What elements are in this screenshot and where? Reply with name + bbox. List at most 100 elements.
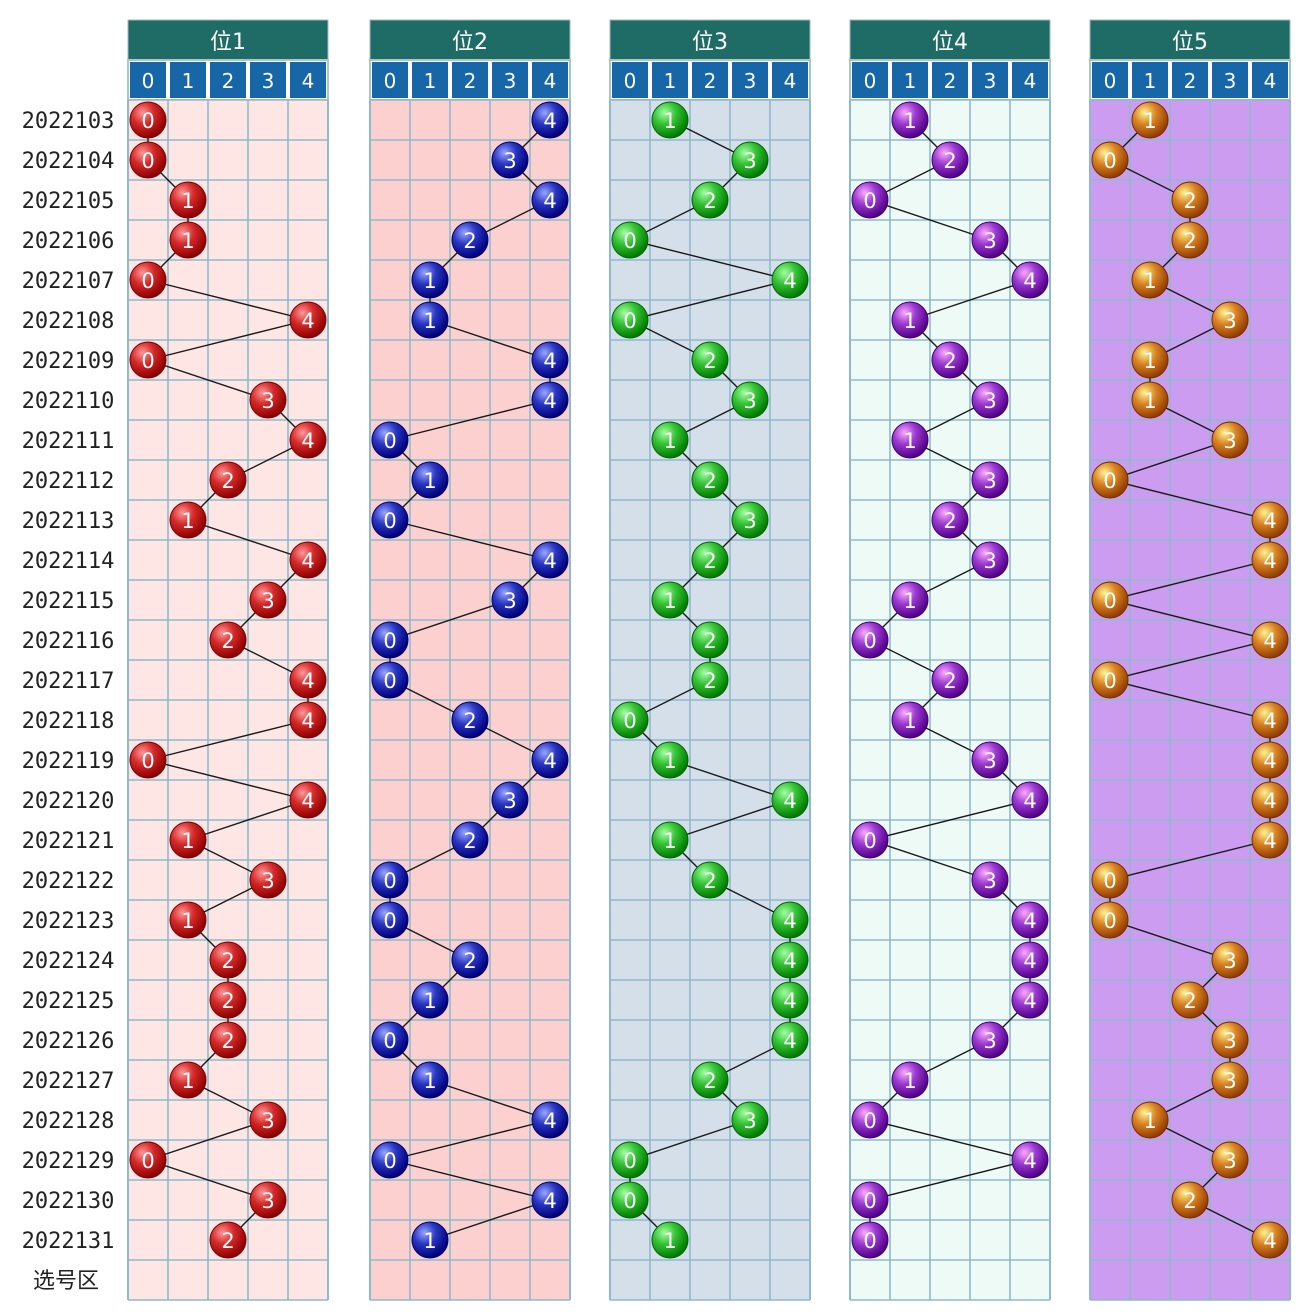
ball-shape bbox=[1171, 221, 1209, 259]
ball-shape bbox=[1251, 821, 1289, 859]
value-ball: 4 bbox=[771, 901, 809, 939]
value-ball: 1 bbox=[169, 181, 207, 219]
ball-label: 4 bbox=[1263, 629, 1276, 653]
ball-shape bbox=[249, 1181, 287, 1219]
ball-label: 2 bbox=[703, 869, 716, 893]
issue-label: 2022115 bbox=[22, 589, 115, 614]
ball-shape bbox=[1131, 381, 1169, 419]
trend-line-segment bbox=[389, 399, 551, 441]
digit-header-label: 2 bbox=[464, 69, 477, 93]
value-ball: 1 bbox=[651, 1221, 689, 1259]
value-ball: 1 bbox=[891, 101, 929, 139]
ball-shape bbox=[1211, 301, 1249, 339]
ball-shape bbox=[1091, 861, 1129, 899]
ball-shape bbox=[611, 1141, 649, 1179]
ball-shape bbox=[1091, 461, 1129, 499]
ball-shape bbox=[129, 101, 167, 139]
ball-label: 4 bbox=[543, 349, 556, 373]
ball-shape bbox=[531, 541, 569, 579]
value-ball: 1 bbox=[1131, 381, 1169, 419]
value-ball: 0 bbox=[129, 341, 167, 379]
ball-label: 0 bbox=[863, 1109, 876, 1133]
ball-shape bbox=[289, 781, 327, 819]
value-ball: 4 bbox=[1251, 741, 1289, 779]
ball-label: 4 bbox=[1263, 829, 1276, 853]
trend-line-segment bbox=[429, 1079, 551, 1121]
value-ball: 4 bbox=[289, 421, 327, 459]
value-ball: 4 bbox=[1011, 981, 1049, 1019]
ball-shape bbox=[1011, 981, 1049, 1019]
ball-shape bbox=[651, 421, 689, 459]
value-ball: 4 bbox=[771, 261, 809, 299]
ball-label: 4 bbox=[783, 269, 796, 293]
value-ball: 1 bbox=[411, 301, 449, 339]
ball-label: 0 bbox=[623, 309, 636, 333]
ball-label: 2 bbox=[703, 629, 716, 653]
value-ball: 0 bbox=[129, 261, 167, 299]
ball-label: 3 bbox=[1223, 309, 1236, 333]
ball-shape bbox=[1251, 541, 1289, 579]
position-title-bar bbox=[609, 19, 811, 61]
ball-shape bbox=[531, 1101, 569, 1139]
digit-header-label: 3 bbox=[1224, 69, 1237, 93]
ball-label: 4 bbox=[301, 309, 314, 333]
value-ball: 0 bbox=[1091, 901, 1129, 939]
ball-shape bbox=[249, 381, 287, 419]
ball-label: 3 bbox=[1223, 949, 1236, 973]
trend-line-segment bbox=[147, 279, 309, 321]
value-ball: 2 bbox=[931, 501, 969, 539]
trend-line-segment bbox=[389, 519, 551, 561]
digit-header-cell bbox=[1212, 62, 1248, 98]
ball-shape bbox=[691, 341, 729, 379]
issue-label: 2022130 bbox=[22, 1189, 115, 1214]
issue-label: 2022109 bbox=[22, 349, 115, 374]
value-ball: 3 bbox=[1211, 1021, 1249, 1059]
issue-label: 2022125 bbox=[22, 989, 115, 1014]
value-ball: 3 bbox=[971, 541, 1009, 579]
trend-line-segment bbox=[909, 279, 1031, 321]
issue-label: 2022120 bbox=[22, 789, 115, 814]
ball-shape bbox=[1251, 741, 1289, 779]
value-ball: 3 bbox=[1211, 1061, 1249, 1099]
value-ball: 2 bbox=[451, 821, 489, 859]
ball-label: 4 bbox=[783, 989, 796, 1013]
digit-header-cell bbox=[452, 62, 488, 98]
value-ball: 4 bbox=[531, 101, 569, 139]
ball-label: 1 bbox=[423, 1069, 436, 1093]
digit-header-label: 4 bbox=[544, 69, 557, 93]
value-ball: 1 bbox=[1131, 261, 1169, 299]
ball-shape bbox=[491, 581, 529, 619]
value-ball: 3 bbox=[731, 1101, 769, 1139]
ball-shape bbox=[249, 581, 287, 619]
value-ball: 4 bbox=[531, 1101, 569, 1139]
trend-line-segment bbox=[669, 759, 791, 801]
digit-header-cell bbox=[250, 62, 286, 98]
ball-label: 3 bbox=[983, 869, 996, 893]
value-ball: 3 bbox=[249, 1101, 287, 1139]
ball-label: 3 bbox=[1223, 1069, 1236, 1093]
ball-label: 2 bbox=[943, 349, 956, 373]
ball-shape bbox=[851, 181, 889, 219]
ball-shape bbox=[851, 1181, 889, 1219]
ball-label: 3 bbox=[743, 509, 756, 533]
ball-shape bbox=[891, 581, 929, 619]
ball-label: 4 bbox=[301, 549, 314, 573]
value-ball: 3 bbox=[1211, 301, 1249, 339]
issue-label: 2022104 bbox=[22, 149, 115, 174]
ball-shape bbox=[611, 701, 649, 739]
ball-shape bbox=[691, 861, 729, 899]
ball-label: 4 bbox=[1023, 989, 1036, 1013]
value-ball: 2 bbox=[691, 341, 729, 379]
ball-shape bbox=[971, 1021, 1009, 1059]
ball-label: 3 bbox=[983, 229, 996, 253]
ball-shape bbox=[771, 901, 809, 939]
digit-header-label: 1 bbox=[182, 69, 195, 93]
trend-line-segment bbox=[389, 599, 511, 641]
digit-header-label: 4 bbox=[1264, 69, 1277, 93]
digit-header-label: 1 bbox=[664, 69, 677, 93]
digit-header-label: 1 bbox=[904, 69, 917, 93]
value-ball: 2 bbox=[691, 1061, 729, 1099]
digit-header-label: 1 bbox=[1144, 69, 1157, 93]
ball-shape bbox=[289, 541, 327, 579]
issue-label: 2022103 bbox=[22, 109, 115, 134]
